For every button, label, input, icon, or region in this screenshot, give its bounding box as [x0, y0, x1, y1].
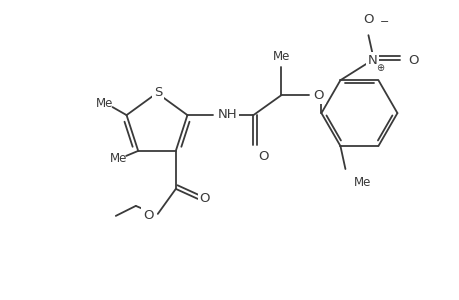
- Text: O: O: [313, 88, 323, 102]
- Text: N: N: [367, 54, 376, 67]
- Text: Me: Me: [353, 176, 370, 189]
- Text: Me: Me: [272, 50, 290, 63]
- Text: Me: Me: [95, 97, 113, 110]
- Text: O: O: [408, 54, 418, 67]
- Text: O: O: [143, 209, 153, 222]
- Text: −: −: [379, 17, 388, 27]
- Text: ⊕: ⊕: [375, 63, 384, 73]
- Text: O: O: [363, 13, 373, 26]
- Text: O: O: [199, 192, 210, 206]
- Text: O: O: [258, 150, 269, 163]
- Text: Me: Me: [109, 152, 127, 165]
- Text: S: S: [153, 85, 162, 98]
- Text: NH: NH: [217, 108, 236, 121]
